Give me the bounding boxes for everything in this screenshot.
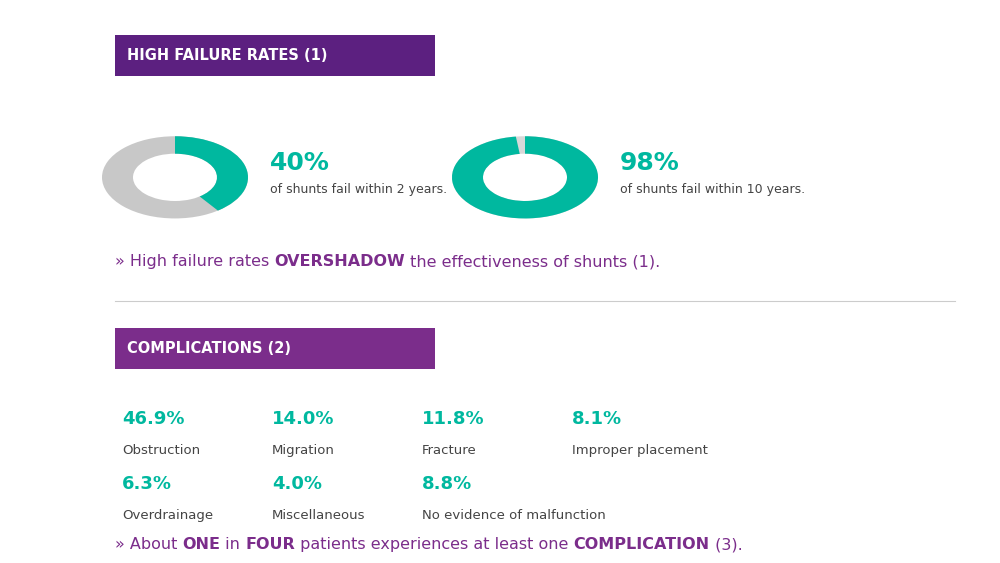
Text: 40%: 40% <box>270 151 330 175</box>
Text: (3).: (3). <box>710 538 743 552</box>
Text: Improper placement: Improper placement <box>572 444 708 457</box>
Text: 8.8%: 8.8% <box>422 475 472 493</box>
Text: FOUR: FOUR <box>246 538 295 552</box>
Text: of shunts fail within 2 years.: of shunts fail within 2 years. <box>270 183 447 196</box>
Text: Migration: Migration <box>272 444 335 457</box>
Text: 6.3%: 6.3% <box>122 475 172 493</box>
Text: 8.1%: 8.1% <box>572 410 622 428</box>
Text: Obstruction: Obstruction <box>122 444 200 457</box>
Text: of shunts fail within 10 years.: of shunts fail within 10 years. <box>620 183 805 196</box>
Wedge shape <box>452 136 598 218</box>
Text: the effectiveness of shunts (1).: the effectiveness of shunts (1). <box>405 254 660 269</box>
Text: » About: » About <box>115 538 182 552</box>
Text: Overdrainage: Overdrainage <box>122 508 213 522</box>
Wedge shape <box>452 136 598 218</box>
Text: OVERSHADOW: OVERSHADOW <box>274 254 405 269</box>
Text: ONE: ONE <box>182 538 220 552</box>
Text: Miscellaneous: Miscellaneous <box>272 508 366 522</box>
Text: 14.0%: 14.0% <box>272 410 334 428</box>
Wedge shape <box>175 136 248 211</box>
Text: COMPLICATIONS (2): COMPLICATIONS (2) <box>127 341 291 356</box>
Text: HIGH FAILURE RATES (1): HIGH FAILURE RATES (1) <box>127 48 328 63</box>
Text: 4.0%: 4.0% <box>272 475 322 493</box>
Text: 11.8%: 11.8% <box>422 410 485 428</box>
Text: Fracture: Fracture <box>422 444 477 457</box>
Text: No evidence of malfunction: No evidence of malfunction <box>422 508 606 522</box>
Text: » High failure rates: » High failure rates <box>115 254 274 269</box>
Text: in: in <box>220 538 246 552</box>
Text: COMPLICATION: COMPLICATION <box>574 538 710 552</box>
Text: patients experiences at least one: patients experiences at least one <box>295 538 574 552</box>
Wedge shape <box>102 136 248 218</box>
Text: 46.9%: 46.9% <box>122 410 184 428</box>
Text: 98%: 98% <box>620 151 680 175</box>
